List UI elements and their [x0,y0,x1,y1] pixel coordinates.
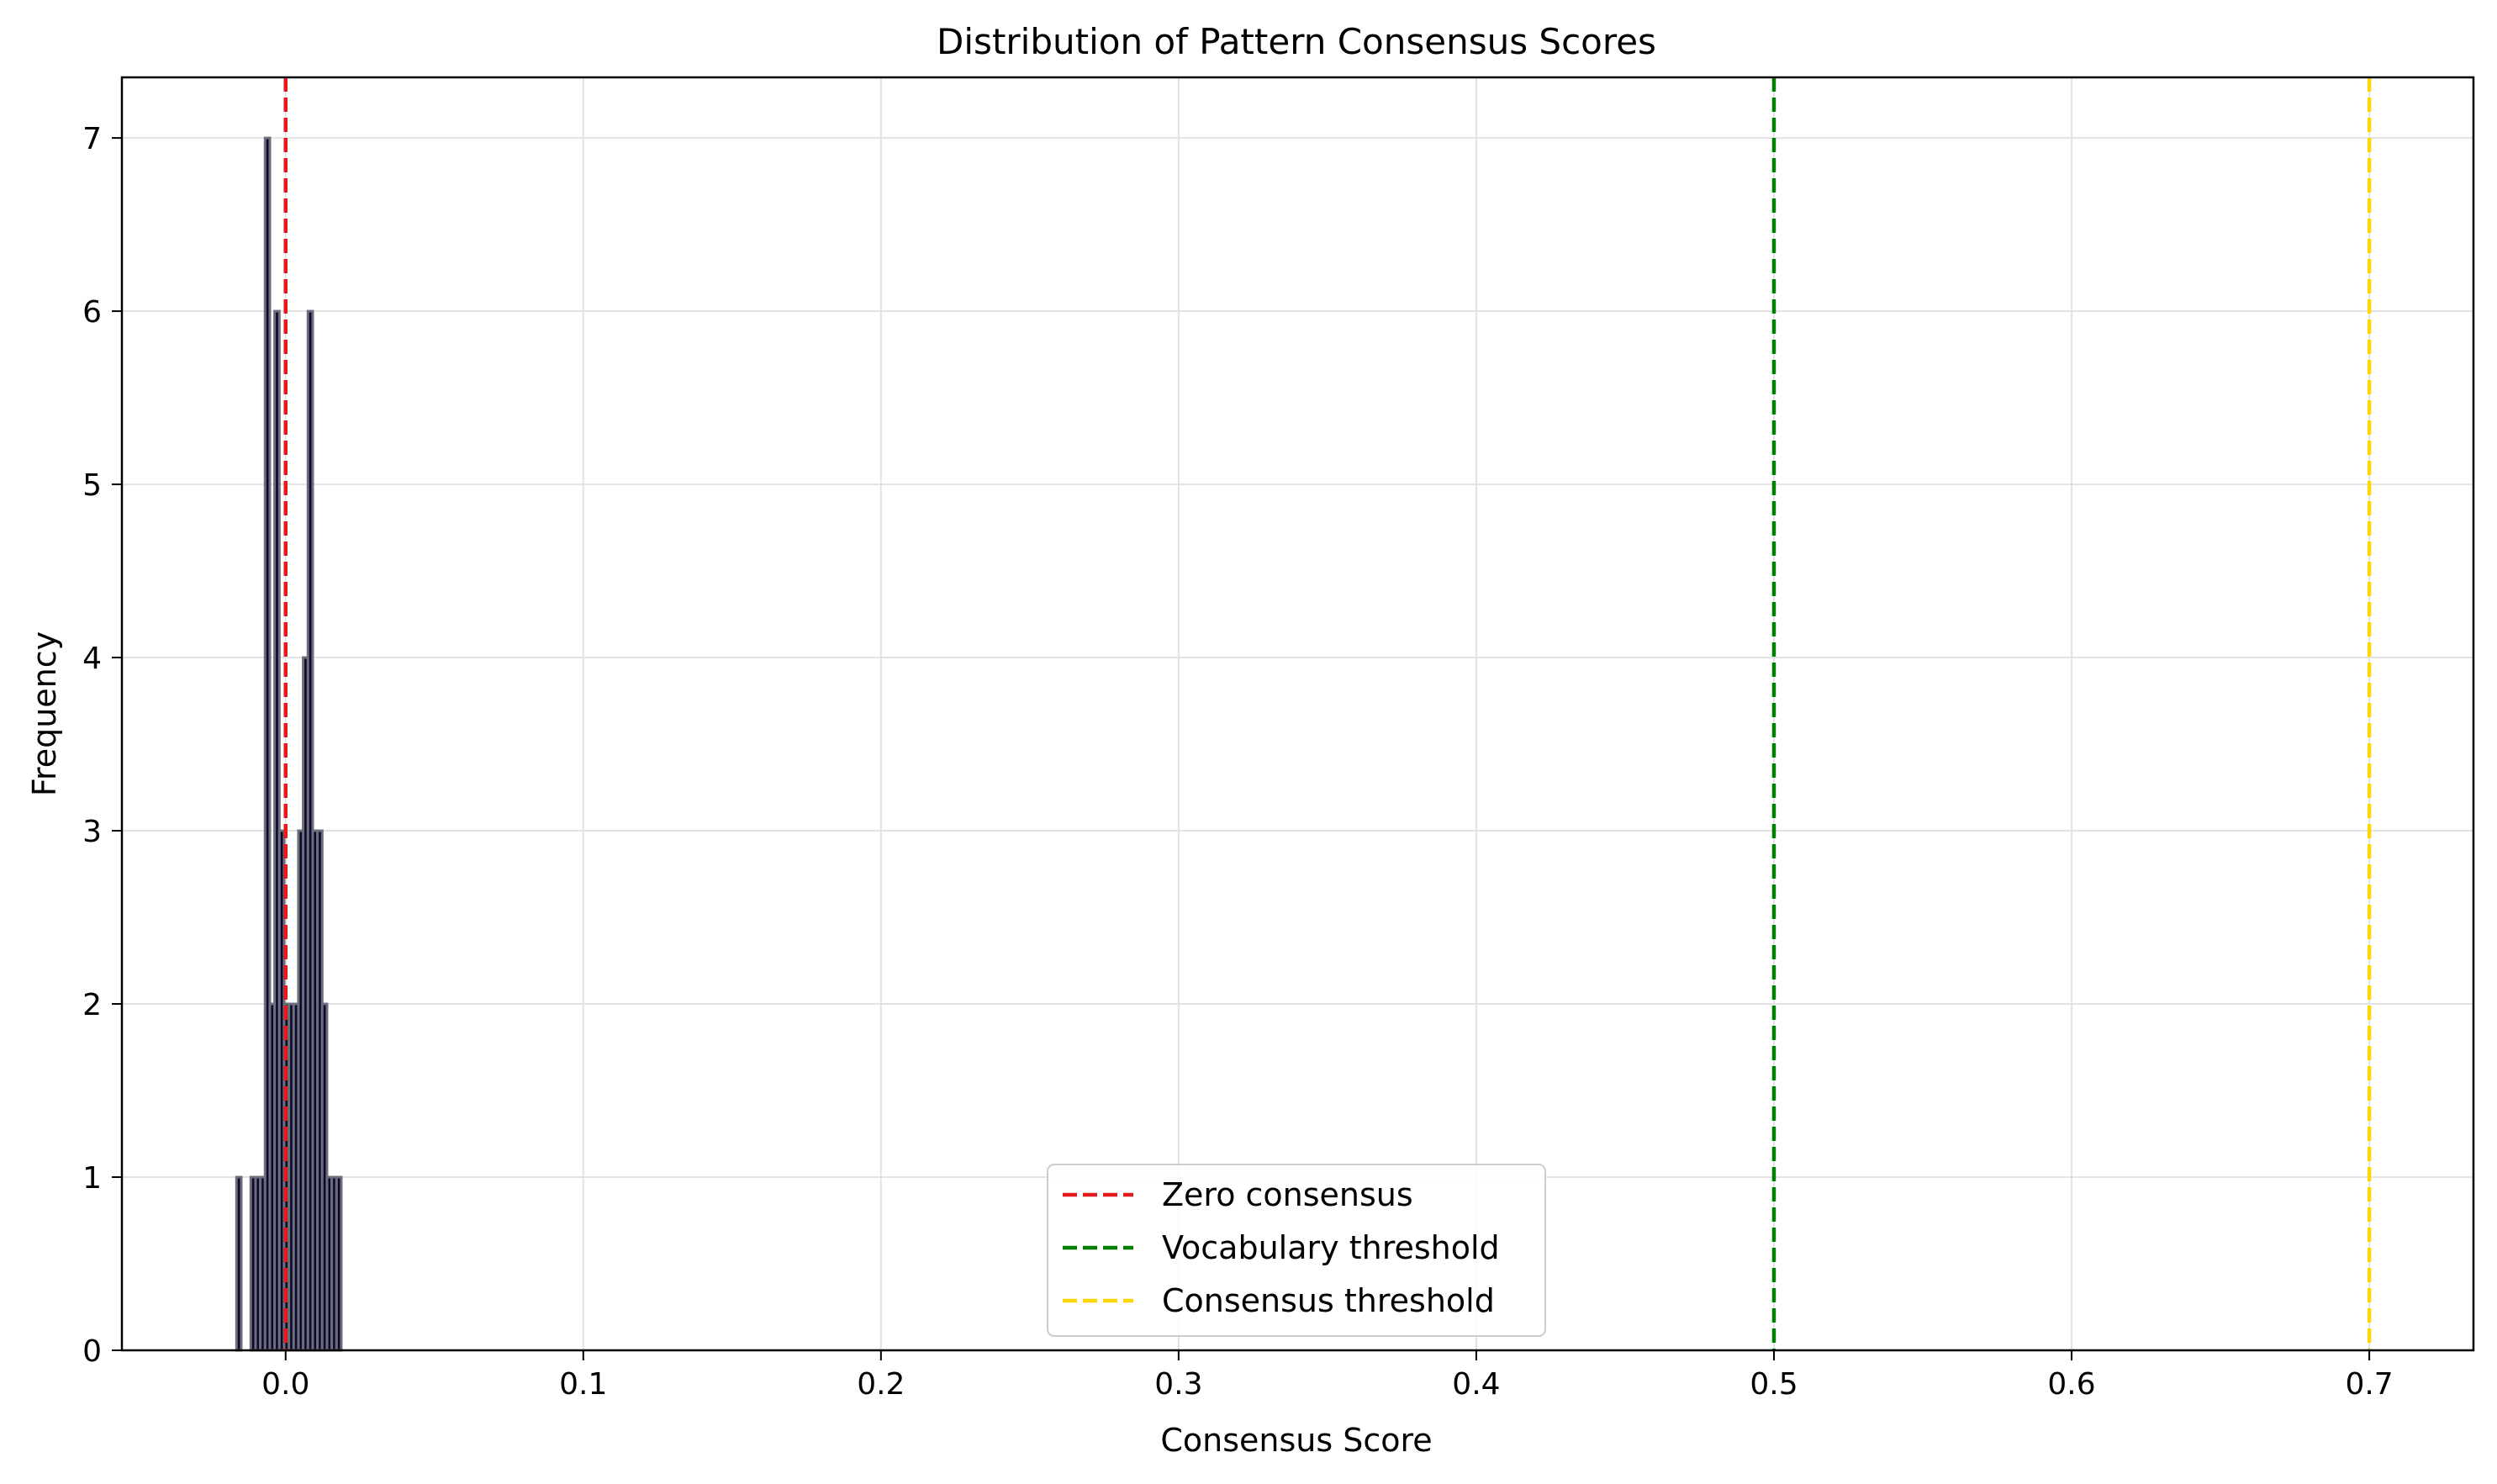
y-tick-label: 7 [82,122,102,156]
x-tick-label: 0.6 [2047,1367,2095,1402]
grid-lines [122,77,2473,1351]
x-axis-ticks: 0.0 0.1 0.2 0.3 0.4 0.5 0.6 0.7 [261,1350,2394,1402]
y-tick-label: 1 [82,1161,102,1196]
y-tick-label: 5 [82,468,102,503]
histogram-bars [235,136,343,1352]
chart-title: Distribution of Pattern Consensus Scores [937,21,1656,62]
x-tick-label: 0.4 [1452,1367,1500,1402]
y-tick-label: 6 [82,295,102,330]
plot-area-frame [120,76,2475,1352]
histogram-bar [335,1175,343,1352]
x-axis-label: Consensus Score [1160,1422,1432,1459]
reference-lines [283,77,2372,1350]
legend: Zero consensus Vocabulary threshold Consen… [1047,1164,1546,1337]
legend-box [1047,1164,1546,1337]
y-tick-label: 3 [82,815,102,849]
x-tick-label: 0.1 [559,1367,607,1402]
x-tick-label: 0.0 [261,1367,309,1402]
y-axis-label: Frequency [26,631,63,796]
y-tick-label: 2 [82,988,102,1022]
legend-label: Zero consensus [1162,1176,1413,1213]
y-tick-label: 0 [82,1334,102,1369]
x-tick-label: 0.2 [857,1367,905,1402]
x-tick-label: 0.3 [1154,1367,1202,1402]
x-tick-label: 0.7 [2345,1367,2393,1402]
x-tick-label: 0.5 [1750,1367,1798,1402]
legend-label: Vocabulary threshold [1162,1229,1500,1266]
y-tick-label: 4 [82,642,102,676]
legend-label: Consensus threshold [1162,1282,1495,1319]
y-axis-ticks: 0 1 2 3 4 5 6 7 [82,122,122,1369]
histogram-bar [235,1175,243,1352]
